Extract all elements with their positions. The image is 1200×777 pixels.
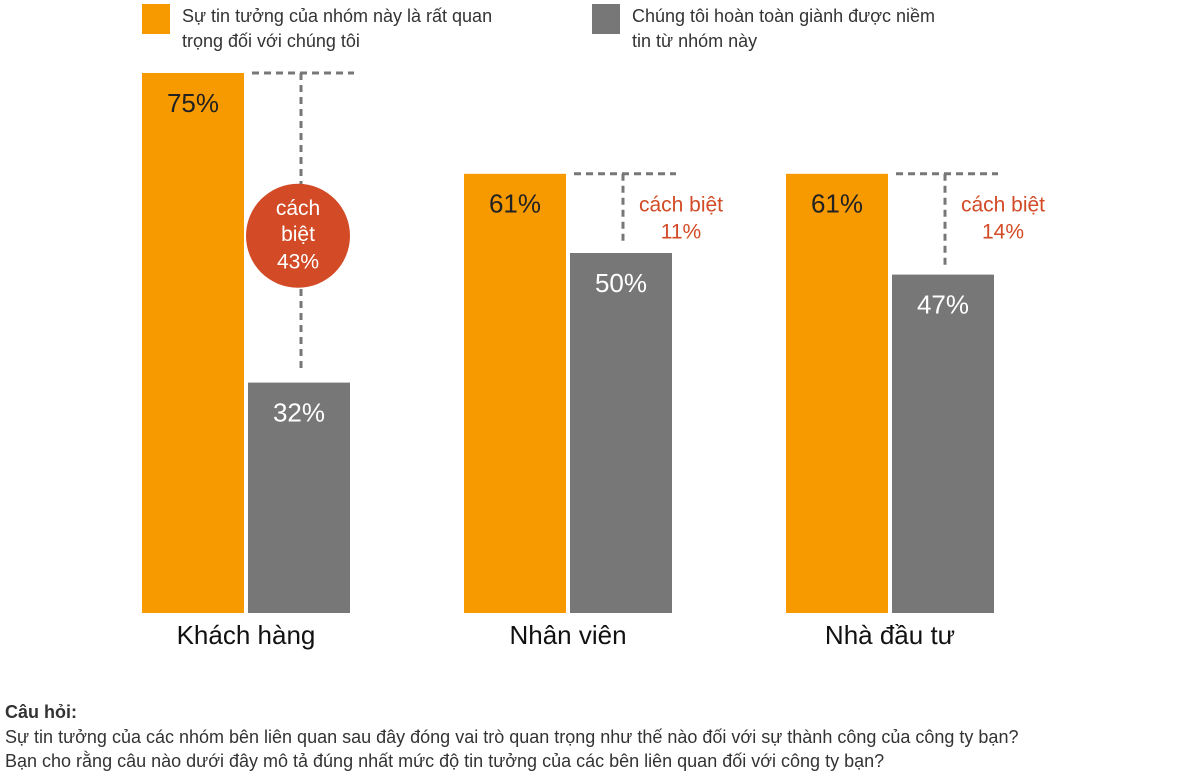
gap-label: cách biệt <box>961 193 1045 216</box>
footnote-title: Câu hỏi: <box>5 702 77 722</box>
bar <box>142 73 244 613</box>
gap-label: cách biệt <box>639 193 723 216</box>
value-label: 50% <box>595 268 647 298</box>
footnote: Câu hỏi: Sự tin tưởng của các nhóm bên l… <box>5 700 1018 774</box>
gap-label: cách biệt <box>276 196 320 245</box>
bar <box>248 382 350 613</box>
category-label: Nhân viên <box>509 620 626 650</box>
bar <box>892 274 994 613</box>
gap-value: 43% <box>277 250 319 273</box>
legend-item: Sự tin tưởng của nhóm này là rất quan tr… <box>142 4 502 54</box>
bar <box>786 173 888 614</box>
gap-value: 11% <box>661 220 701 243</box>
value-label: 32% <box>273 397 325 427</box>
legend-item: Chúng tôi hoàn toàn giành được niềm tin … <box>592 4 942 54</box>
footnote-line: Bạn cho rằng câu nào dưới đây mô tả đúng… <box>5 751 885 771</box>
bar <box>570 253 672 613</box>
legend-swatch <box>592 4 620 34</box>
gap-badge <box>246 183 350 288</box>
category-label: Nhà đầu tư <box>825 620 955 650</box>
value-label: 61% <box>811 189 863 219</box>
legend-swatch <box>142 4 170 34</box>
gap-value: 14% <box>982 220 1024 243</box>
value-label: 47% <box>917 289 969 319</box>
legend-label: Chúng tôi hoàn toàn giành được niềm tin … <box>632 6 936 51</box>
bar <box>464 173 566 614</box>
value-label: 61% <box>489 189 541 219</box>
category-label: Khách hàng <box>177 620 316 650</box>
footnote-line: Sự tin tưởng của các nhóm bên liên quan … <box>5 726 1019 747</box>
legend-label: Sự tin tưởng của nhóm này là rất quan tr… <box>182 6 493 51</box>
value-label: 75% <box>167 88 219 118</box>
